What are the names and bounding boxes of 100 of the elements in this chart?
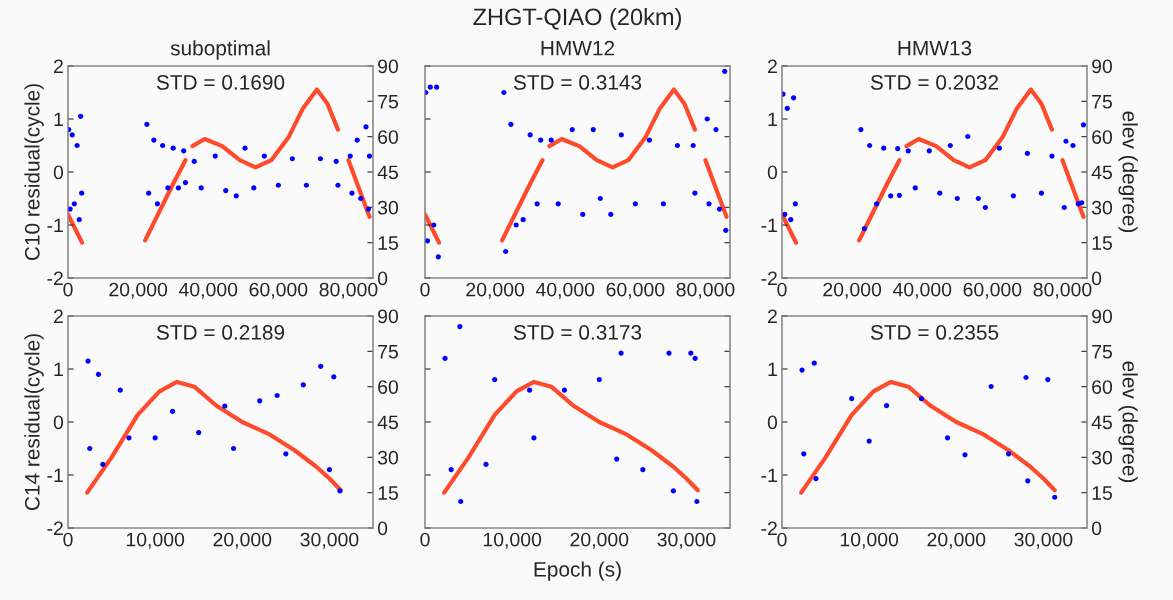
- point: [716, 206, 723, 212]
- point: [713, 127, 719, 133]
- chart-subtitle: HMW12: [541, 40, 615, 56]
- point: [366, 153, 373, 159]
- point: [354, 137, 360, 143]
- y-tick-label: 2: [54, 309, 63, 324]
- y-tick-label: 1: [768, 362, 777, 377]
- y2-tick-label: 30: [1091, 200, 1113, 215]
- y2-axis-title: elev (degree): [1118, 111, 1138, 233]
- point: [433, 84, 440, 90]
- y-tick-label: -1: [761, 218, 777, 233]
- point: [300, 382, 306, 388]
- point: [358, 195, 364, 202]
- y2-tick-label: 60: [378, 130, 399, 144]
- point: [1079, 200, 1085, 206]
- chart-title: ZHGT-QIAO (20km): [473, 7, 681, 30]
- point: [527, 132, 533, 138]
- point: [318, 363, 324, 369]
- point: [212, 153, 218, 159]
- x-tick-label: 20,000: [109, 282, 168, 299]
- point: [881, 145, 887, 151]
- y2-tick-label: 0: [1091, 271, 1102, 286]
- y2-tick-label: 15: [378, 486, 398, 500]
- point: [706, 201, 712, 207]
- point: [191, 158, 197, 164]
- y-tick-label: 2: [768, 59, 777, 74]
- point: [975, 195, 981, 202]
- x-tick-label: 60,000: [963, 282, 1022, 299]
- y2-tick-label: 15: [1092, 236, 1112, 250]
- point: [365, 206, 372, 212]
- point: [501, 89, 507, 96]
- annotation: STD = 0.2355: [870, 325, 999, 340]
- point: [222, 403, 228, 409]
- point: [874, 201, 880, 207]
- point: [888, 193, 894, 199]
- point: [784, 105, 790, 111]
- point: [71, 201, 77, 207]
- y-tick-label: 1: [54, 112, 63, 127]
- x-tick-label: 40,000: [178, 282, 238, 299]
- point: [242, 145, 248, 151]
- point: [1005, 451, 1012, 457]
- point: [196, 430, 202, 436]
- point: [694, 498, 700, 505]
- point: [457, 324, 463, 330]
- point: [962, 452, 968, 458]
- point: [811, 360, 817, 366]
- point: [640, 467, 646, 473]
- point: [1038, 190, 1045, 196]
- y-tick-label: 2: [768, 309, 777, 324]
- y-tick-label: 1: [54, 362, 63, 377]
- point: [79, 190, 85, 196]
- point: [283, 451, 289, 457]
- point: [261, 153, 267, 159]
- point: [160, 142, 166, 149]
- y2-tick-label: 75: [378, 345, 398, 359]
- y2-tick-label: 45: [1091, 415, 1112, 430]
- x-tick-label: 10,000: [840, 532, 899, 549]
- point: [117, 387, 123, 393]
- x-tick-label: 30,000: [657, 532, 716, 549]
- point: [692, 355, 698, 361]
- point: [580, 211, 586, 217]
- point: [335, 182, 341, 188]
- point: [1061, 204, 1067, 211]
- point: [912, 185, 918, 191]
- point: [569, 127, 575, 133]
- point: [257, 398, 263, 404]
- point: [223, 187, 229, 194]
- point: [790, 95, 797, 101]
- point: [431, 222, 437, 228]
- point: [526, 387, 533, 393]
- line-series: [85, 379, 343, 495]
- x-tick-label: 20,000: [213, 532, 272, 549]
- point: [458, 498, 464, 505]
- x-tick-label: 80,000: [319, 282, 378, 299]
- y2-tick-label: 15: [378, 236, 398, 250]
- point: [95, 371, 102, 377]
- y-tick-label: -2: [47, 521, 63, 536]
- x-tick-label: 40,000: [535, 282, 595, 299]
- point: [788, 217, 794, 223]
- point: [275, 182, 281, 188]
- y2-tick-label: 60: [1092, 380, 1113, 394]
- line-series: [799, 379, 1057, 495]
- x-tick-label: 0: [420, 532, 430, 547]
- point: [289, 156, 295, 162]
- y2-axis-title: elev (degree): [1118, 361, 1138, 483]
- y-tick-label: 0: [767, 415, 778, 430]
- point: [937, 190, 943, 196]
- y-axis-title: C14 residual(cycle): [24, 334, 44, 511]
- point: [608, 211, 614, 217]
- y-tick-label: -2: [47, 271, 63, 286]
- y-tick-label: 1: [768, 112, 777, 127]
- point: [548, 137, 554, 143]
- y2-tick-label: 0: [1091, 521, 1102, 536]
- y2-tick-label: 75: [378, 95, 398, 109]
- point: [1024, 150, 1030, 157]
- point: [154, 201, 160, 207]
- y2-tick-label: 30: [377, 200, 399, 215]
- point: [965, 133, 971, 140]
- point: [1080, 122, 1087, 128]
- point: [181, 148, 187, 154]
